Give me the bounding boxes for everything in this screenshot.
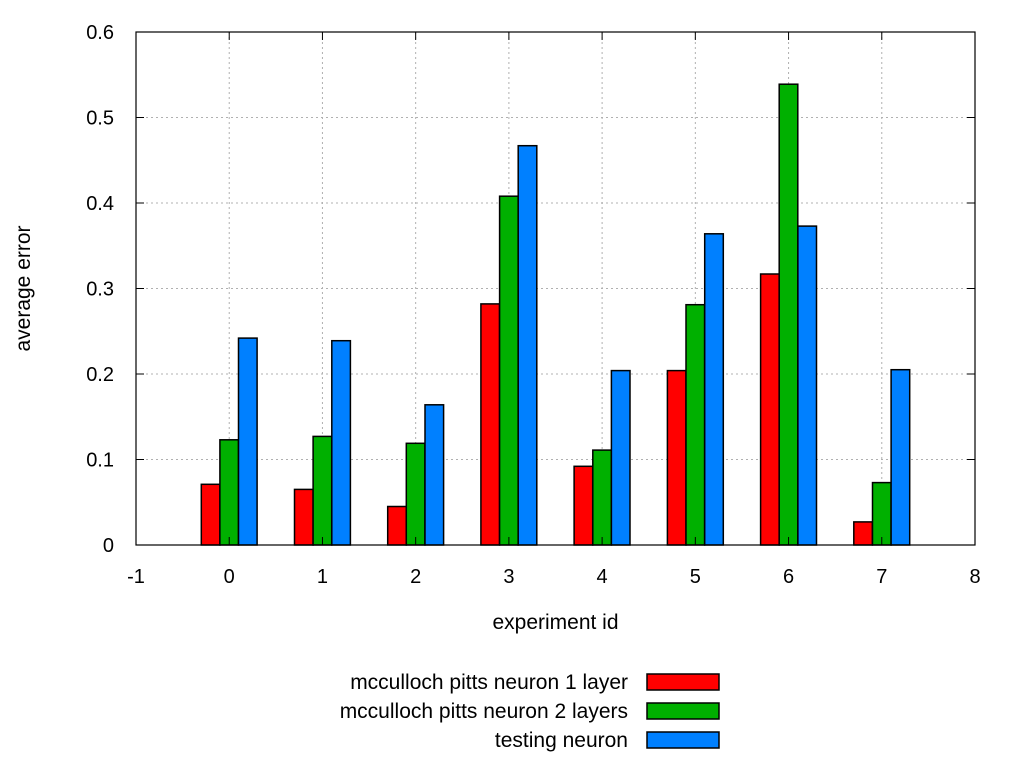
bar-series-3-cat-5 [703,233,725,546]
grid-lines [136,32,975,545]
y-tick-label: 0.2 [86,364,114,386]
bar-series-3-cat-1 [331,339,352,546]
y-tick-label: 0.6 [86,22,114,44]
bar-series-1-cat-5 [666,369,687,546]
x-tick-label: 2 [410,566,421,588]
bar-series-2-cat-0 [219,439,240,546]
bar-series-1-cat-4 [573,465,594,546]
x-tick-label: 7 [876,566,887,588]
x-tick-label: 3 [503,566,514,588]
bar-series-1-cat-3 [480,303,501,546]
bar-series-2-cat-5 [685,303,706,546]
axis-ticks: -1 0 1 2 3 4 5 6 7 8 0 0.1 0.2 0.3 0.4 0.5 0.6 [86,22,980,588]
legend-label: mcculloch pitts neuron 2 layers [340,700,628,723]
y-tick-label: 0.4 [86,193,114,215]
x-tick-label: 8 [969,566,980,588]
bar-series-2-cat-6 [778,83,799,546]
bar-series-2-cat-7 [871,481,892,546]
bar-series-2-cat-2 [405,442,426,546]
bar-series-1-cat-7 [853,521,874,546]
bar-series-3-cat-7 [890,368,911,546]
bar-series-3-cat-2 [424,404,445,546]
legend-label: mcculloch pitts neuron 1 layer [350,671,628,694]
bars [200,83,911,546]
y-tick-label: 0.1 [86,450,114,472]
legend: mcculloch pitts neuron 1 layer mcculloch … [340,671,720,752]
legend-swatch [646,731,720,749]
x-tick-label: 6 [783,566,794,588]
x-axis-title: experiment id [492,611,618,634]
bar-series-3-cat-4 [610,369,631,546]
bar-series-1-cat-0 [200,483,221,546]
x-tick-label: 5 [690,566,701,588]
bar-series-3-cat-6 [797,225,818,546]
x-tick-label: 4 [597,566,608,588]
legend-swatch [646,673,720,691]
bar-series-1-cat-1 [293,488,314,546]
x-tick-label: 1 [317,566,328,588]
x-tick-label: 0 [224,566,235,588]
bar-series-3-cat-3 [517,144,538,546]
bar-series-2-cat-1 [312,435,333,546]
bar-series-1-cat-6 [759,273,780,546]
y-axis-title: average error [12,225,35,351]
y-tick-label: 0.3 [86,279,114,301]
bar-series-1-cat-2 [386,505,408,546]
y-tick-label: 0 [103,535,114,557]
bar-series-2-cat-4 [592,449,613,546]
y-tick-label: 0.5 [86,108,114,130]
legend-label: testing neuron [495,729,628,752]
bar-series-2-cat-3 [498,195,519,546]
x-tick-label: -1 [127,566,145,588]
bar-series-3-cat-0 [237,337,258,546]
legend-swatch [646,702,720,720]
